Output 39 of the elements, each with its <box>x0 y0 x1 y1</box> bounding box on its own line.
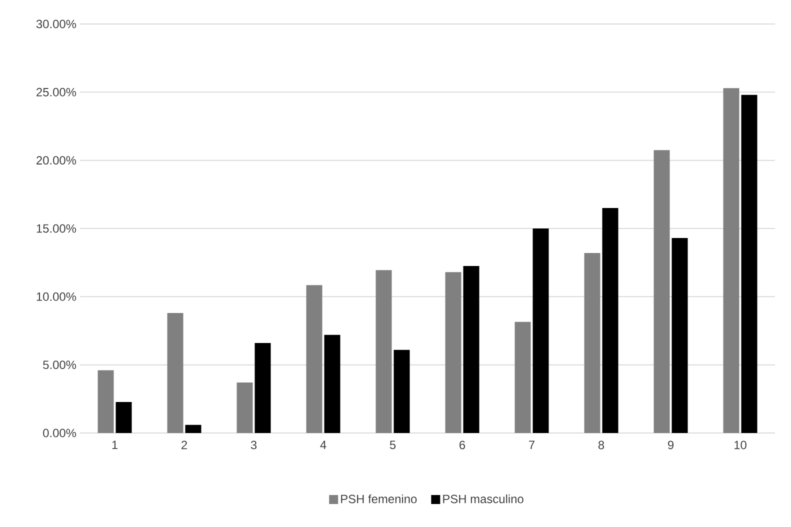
bar <box>532 228 549 433</box>
bar <box>185 424 202 433</box>
y-tick-label: 25.00% <box>36 88 76 96</box>
bar <box>445 272 462 433</box>
x-tick-label: 4 <box>320 440 326 449</box>
y-tick-label: 10.00% <box>36 292 76 301</box>
bar <box>741 94 758 433</box>
x-tick-label: 6 <box>460 440 466 450</box>
x-tick-label: 2 <box>182 440 187 450</box>
bar <box>306 285 322 433</box>
y-tick-label: 30.00% <box>36 20 76 28</box>
x-tick-label: 8 <box>598 440 604 450</box>
x-tick-label: 1 <box>112 440 118 449</box>
x-tick-label: 10 <box>734 440 746 450</box>
y-tick-label: 0.00% <box>43 428 76 438</box>
legend-label: PSH femenino <box>341 494 417 504</box>
bar <box>167 313 184 433</box>
bar <box>98 370 114 433</box>
legend-label: PSH masculino <box>443 494 524 504</box>
x-tick-label: 7 <box>529 440 534 449</box>
x-tick-label: 3 <box>250 440 257 450</box>
bar <box>463 266 480 433</box>
bar <box>376 270 392 433</box>
y-tick-label: 15.00% <box>36 224 76 233</box>
bar <box>514 322 531 433</box>
bar <box>654 150 670 433</box>
bar <box>723 88 740 433</box>
bar <box>254 343 271 433</box>
bar <box>602 208 618 433</box>
x-tick-label: 9 <box>668 440 674 450</box>
bar <box>394 350 410 433</box>
bar <box>672 238 688 433</box>
y-tick-label: 5.00% <box>43 360 76 370</box>
bar <box>584 253 600 433</box>
bar <box>324 334 340 433</box>
y-tick-label: 20.00% <box>36 156 76 165</box>
bar <box>116 402 132 433</box>
x-tick-label: 5 <box>390 440 396 450</box>
bar <box>236 382 253 433</box>
